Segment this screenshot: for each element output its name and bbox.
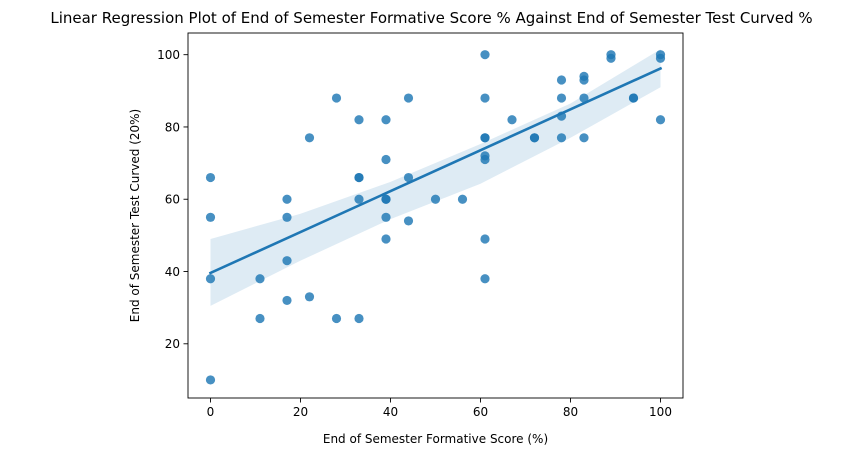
x-tick-label-80: 80	[563, 405, 578, 419]
chart-title: Linear Regression Plot of End of Semeste…	[50, 9, 812, 27]
regression-line-layer	[208, 66, 663, 275]
data-point-48	[579, 133, 589, 143]
data-point-38	[507, 115, 517, 125]
data-point-37	[480, 274, 490, 284]
data-point-25	[403, 93, 414, 103]
regression-line	[208, 66, 663, 275]
data-point-4	[255, 274, 265, 284]
data-point-14	[354, 115, 364, 125]
data-point-31	[480, 93, 490, 103]
data-point-13	[331, 313, 342, 324]
data-point-20	[381, 154, 391, 165]
data-point-27	[403, 216, 414, 226]
data-point-7	[282, 212, 292, 222]
confidence-band-layer	[210, 49, 661, 306]
y-tick-label-80: 80	[165, 120, 180, 134]
data-point-22	[381, 194, 391, 204]
data-point-29	[457, 194, 468, 204]
data-point-24	[381, 234, 391, 244]
x-axis-label: End of Semester Formative Score (%)	[323, 432, 548, 446]
data-point-50	[606, 53, 616, 63]
data-point-6	[282, 194, 292, 204]
y-tick-label-60: 60	[165, 193, 180, 207]
x-tick-label-40: 40	[383, 405, 398, 419]
data-point-16	[354, 172, 364, 183]
data-point-40	[529, 133, 540, 143]
data-point-41	[556, 75, 567, 85]
data-point-33	[480, 133, 490, 143]
confidence-band	[210, 49, 661, 306]
data-point-5	[255, 313, 265, 324]
data-point-9	[282, 295, 292, 306]
data-point-28	[430, 194, 441, 204]
data-point-46	[579, 75, 589, 85]
data-point-19	[381, 115, 391, 125]
data-point-35	[480, 154, 490, 165]
data-point-1	[205, 212, 216, 222]
data-point-10	[304, 133, 315, 143]
data-point-26	[403, 172, 414, 183]
x-tick-label-0: 0	[207, 405, 215, 419]
data-point-8	[282, 256, 292, 266]
x-axis-ticks: 0 20 40 60 80 100	[207, 398, 672, 419]
data-point-47	[579, 93, 589, 103]
y-tick-label-100: 100	[157, 48, 180, 62]
data-point-36	[480, 234, 490, 244]
data-point-30	[480, 50, 490, 60]
data-point-18	[354, 313, 364, 324]
y-axis-ticks: 20 40 60 80 100	[157, 48, 188, 351]
data-point-2	[205, 274, 216, 284]
y-tick-label-20: 20	[165, 337, 180, 351]
data-point-44	[556, 133, 567, 143]
data-point-23	[381, 212, 391, 222]
y-tick-label-40: 40	[165, 265, 180, 279]
x-tick-label-100: 100	[649, 405, 672, 419]
data-point-3	[205, 375, 216, 385]
x-tick-label-60: 60	[473, 405, 488, 419]
data-point-17	[354, 194, 364, 204]
data-point-0	[205, 172, 216, 183]
data-point-52	[628, 93, 639, 103]
scatter-points-layer	[205, 50, 666, 385]
data-point-54	[655, 53, 666, 63]
y-axis-label: End of Semester Test Curved (20%)	[128, 109, 142, 322]
data-point-55	[655, 115, 666, 125]
data-point-42	[556, 93, 567, 103]
data-point-11	[304, 292, 315, 302]
data-point-12	[331, 93, 342, 103]
plot-area-frame	[187, 32, 684, 399]
x-tick-label-20: 20	[293, 405, 308, 419]
